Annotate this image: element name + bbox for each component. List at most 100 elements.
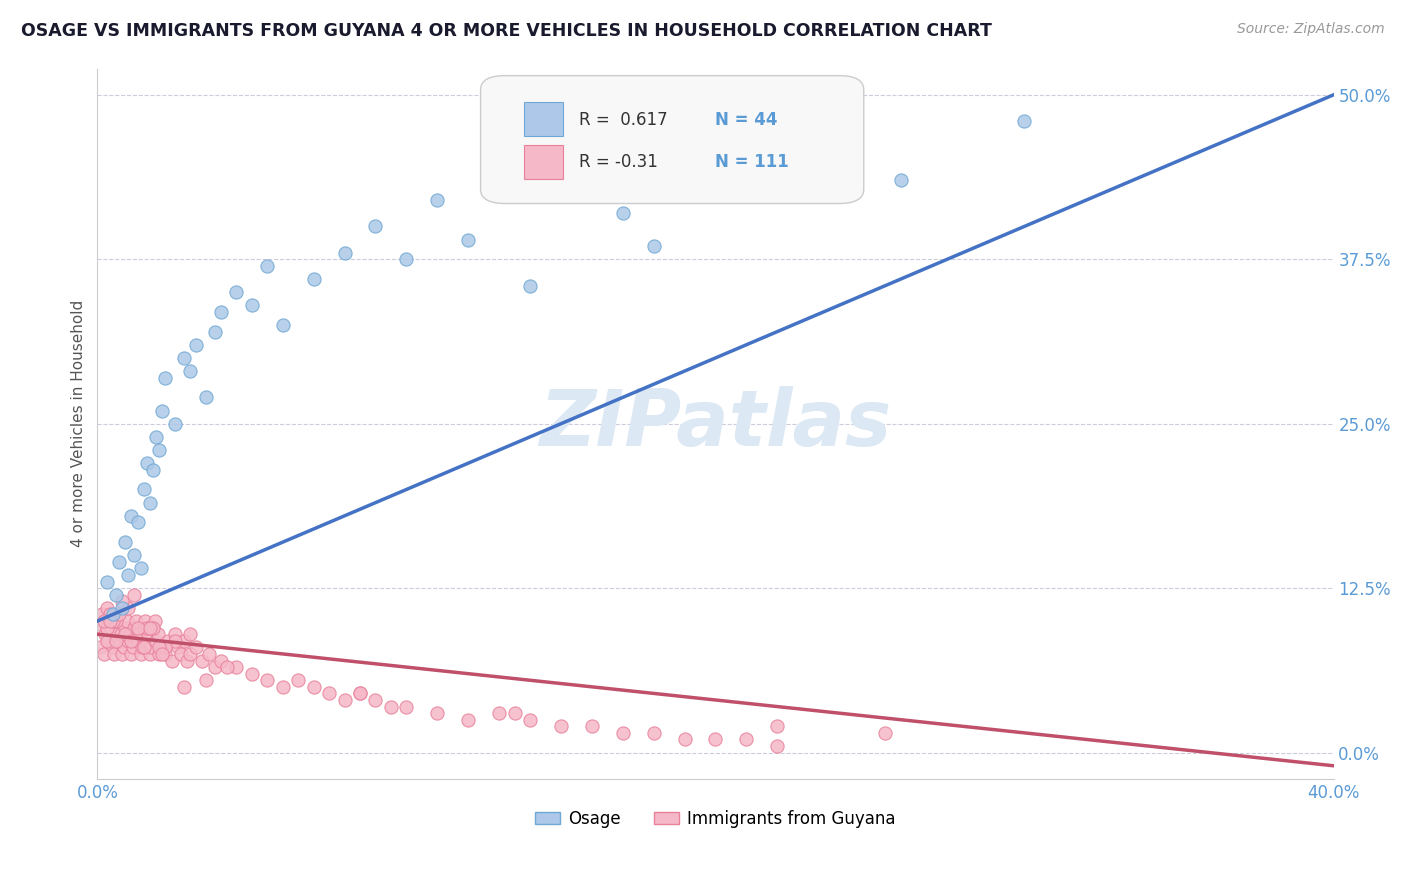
Point [132, 621, 155, 635]
Point [135, 621, 157, 635]
Point [127, 621, 149, 635]
Point [395, 699, 418, 714]
Point [395, 252, 418, 267]
Point [114, 621, 136, 635]
Point [519, 713, 541, 727]
Point [155, 647, 177, 661]
Point [318, 686, 340, 700]
Point [217, 660, 239, 674]
Point [643, 239, 665, 253]
Point [704, 732, 727, 747]
Text: N = 44: N = 44 [716, 111, 778, 128]
FancyBboxPatch shape [481, 76, 863, 203]
Point [457, 233, 479, 247]
Point [111, 600, 134, 615]
Point [173, 351, 195, 365]
Point [186, 338, 208, 352]
Point [96, 600, 118, 615]
Point [488, 706, 510, 720]
Point [1014, 114, 1036, 128]
FancyBboxPatch shape [524, 145, 564, 178]
Point [163, 633, 186, 648]
Point [111, 647, 134, 661]
Point [120, 633, 142, 648]
Point [129, 647, 152, 661]
Text: R =  0.617: R = 0.617 [579, 111, 668, 128]
Point [166, 640, 188, 655]
Point [108, 607, 131, 622]
Point [173, 680, 195, 694]
Point [111, 594, 134, 608]
Point [101, 640, 124, 655]
Point [91, 607, 114, 622]
Point [704, 167, 727, 181]
Point [107, 607, 129, 622]
Point [124, 549, 146, 563]
Point [118, 627, 141, 641]
Point [673, 732, 696, 747]
Point [114, 535, 136, 549]
Point [225, 285, 247, 300]
Point [349, 686, 371, 700]
Point [209, 653, 232, 667]
Point [101, 614, 124, 628]
Point [117, 633, 139, 648]
Point [138, 627, 160, 641]
Point [766, 739, 789, 753]
Point [333, 245, 356, 260]
Point [271, 318, 294, 332]
Point [112, 640, 135, 655]
Point [204, 325, 226, 339]
Point [150, 647, 173, 661]
Point [581, 719, 603, 733]
Point [104, 588, 127, 602]
Text: N = 111: N = 111 [716, 153, 789, 171]
Text: Source: ZipAtlas.com: Source: ZipAtlas.com [1237, 22, 1385, 37]
Point [100, 621, 122, 635]
Point [426, 193, 449, 207]
Point [142, 621, 165, 635]
Point [163, 417, 186, 431]
Point [114, 627, 136, 641]
Point [104, 614, 127, 628]
Point [160, 653, 183, 667]
Y-axis label: 4 or more Vehicles in Household: 4 or more Vehicles in Household [72, 300, 86, 548]
Point [148, 647, 170, 661]
Point [142, 463, 165, 477]
Point [97, 633, 120, 648]
Point [124, 588, 146, 602]
Point [766, 719, 789, 733]
Text: ZIPatlas: ZIPatlas [540, 385, 891, 462]
Point [426, 706, 449, 720]
Point [302, 680, 325, 694]
Point [612, 726, 634, 740]
Point [127, 516, 149, 530]
Point [550, 719, 572, 733]
Point [612, 206, 634, 220]
Point [141, 640, 163, 655]
Point [135, 456, 157, 470]
Point [143, 614, 166, 628]
Point [364, 219, 387, 234]
Point [145, 430, 167, 444]
Point [176, 653, 198, 667]
Point [98, 614, 121, 628]
Point [124, 621, 146, 635]
Point [139, 621, 162, 635]
Point [129, 561, 152, 575]
Point [98, 614, 121, 628]
Point [120, 508, 142, 523]
Point [643, 726, 665, 740]
Point [120, 647, 142, 661]
Point [134, 614, 156, 628]
Point [139, 647, 162, 661]
Point [256, 259, 278, 273]
Point [209, 305, 232, 319]
Point [132, 483, 155, 497]
Point [148, 443, 170, 458]
Point [194, 391, 217, 405]
Point [170, 647, 193, 661]
Point [163, 627, 186, 641]
Point [127, 633, 149, 648]
Point [101, 607, 124, 622]
